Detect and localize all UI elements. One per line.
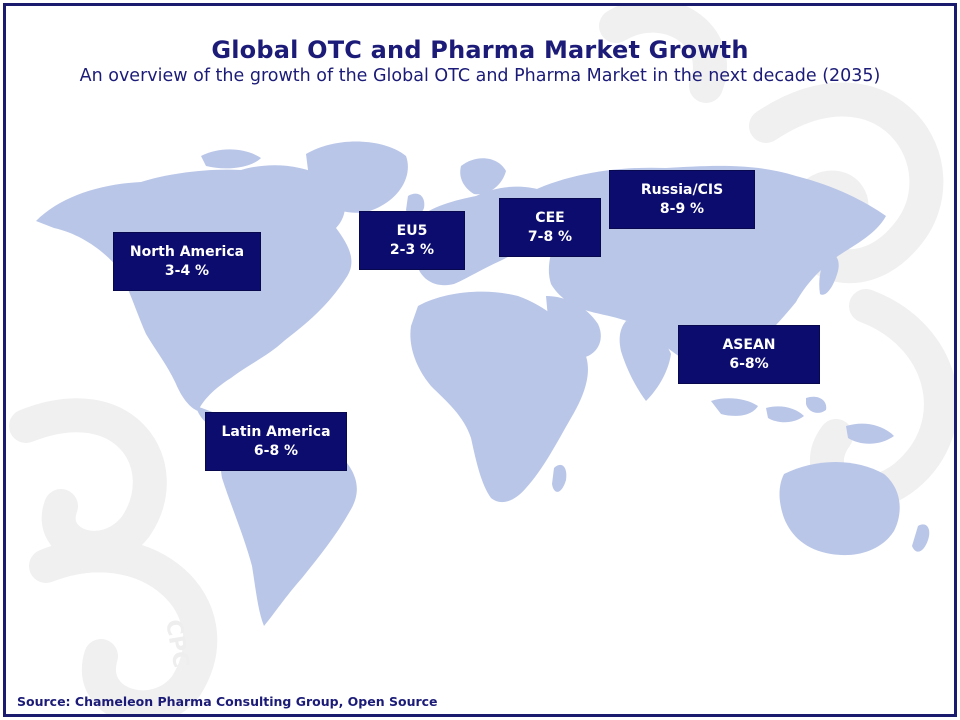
landmass-australia xyxy=(779,462,900,556)
region-growth: 8-9 % xyxy=(659,200,705,217)
landmass-arabia xyxy=(546,296,601,358)
region-label-asean: ASEAN 6-8% xyxy=(679,326,819,383)
region-name: North America xyxy=(129,243,245,260)
landmass-papua xyxy=(846,423,894,444)
slide-frame: CPC xyxy=(3,3,957,717)
region-name: CEE xyxy=(535,209,565,226)
region-growth: 2-3 % xyxy=(389,241,435,258)
page-title: Global OTC and Pharma Market Growth xyxy=(211,36,749,64)
region-name: Latin America xyxy=(221,423,331,440)
region-name: EU5 xyxy=(396,222,428,239)
region-growth: 3-4 % xyxy=(164,262,210,279)
landmass-scandinavia xyxy=(460,158,506,195)
landmass-south-america xyxy=(220,422,357,626)
landmass-new-zealand xyxy=(912,524,930,552)
landmass-indonesia xyxy=(711,396,827,423)
landmass-uk xyxy=(406,193,425,217)
landmass-japan xyxy=(819,254,839,295)
region-label-cee: CEE 7-8 % xyxy=(500,199,600,256)
source-note: Source: Chameleon Pharma Consulting Grou… xyxy=(17,694,438,709)
landmass-madagascar xyxy=(552,464,567,492)
region-growth: 6-8 % xyxy=(253,442,299,459)
landmass-africa xyxy=(410,291,588,503)
page-subtitle: An overview of the growth of the Global … xyxy=(79,66,881,86)
region-growth: 7-8 % xyxy=(527,228,573,245)
region-label-latin-america: Latin America 6-8 % xyxy=(206,413,346,470)
region-label-north-america: North America 3-4 % xyxy=(114,233,260,290)
region-label-russia-cis: Russia/CIS 8-9 % xyxy=(610,171,754,228)
region-growth: 6-8% xyxy=(729,355,769,372)
landmass-india xyxy=(619,321,671,401)
region-name: ASEAN xyxy=(722,336,776,353)
region-label-eu5: EU5 2-3 % xyxy=(360,212,464,269)
landmass-arctic-islands xyxy=(201,149,261,169)
landmass-greenland xyxy=(306,141,408,213)
region-name: Russia/CIS xyxy=(640,181,724,198)
